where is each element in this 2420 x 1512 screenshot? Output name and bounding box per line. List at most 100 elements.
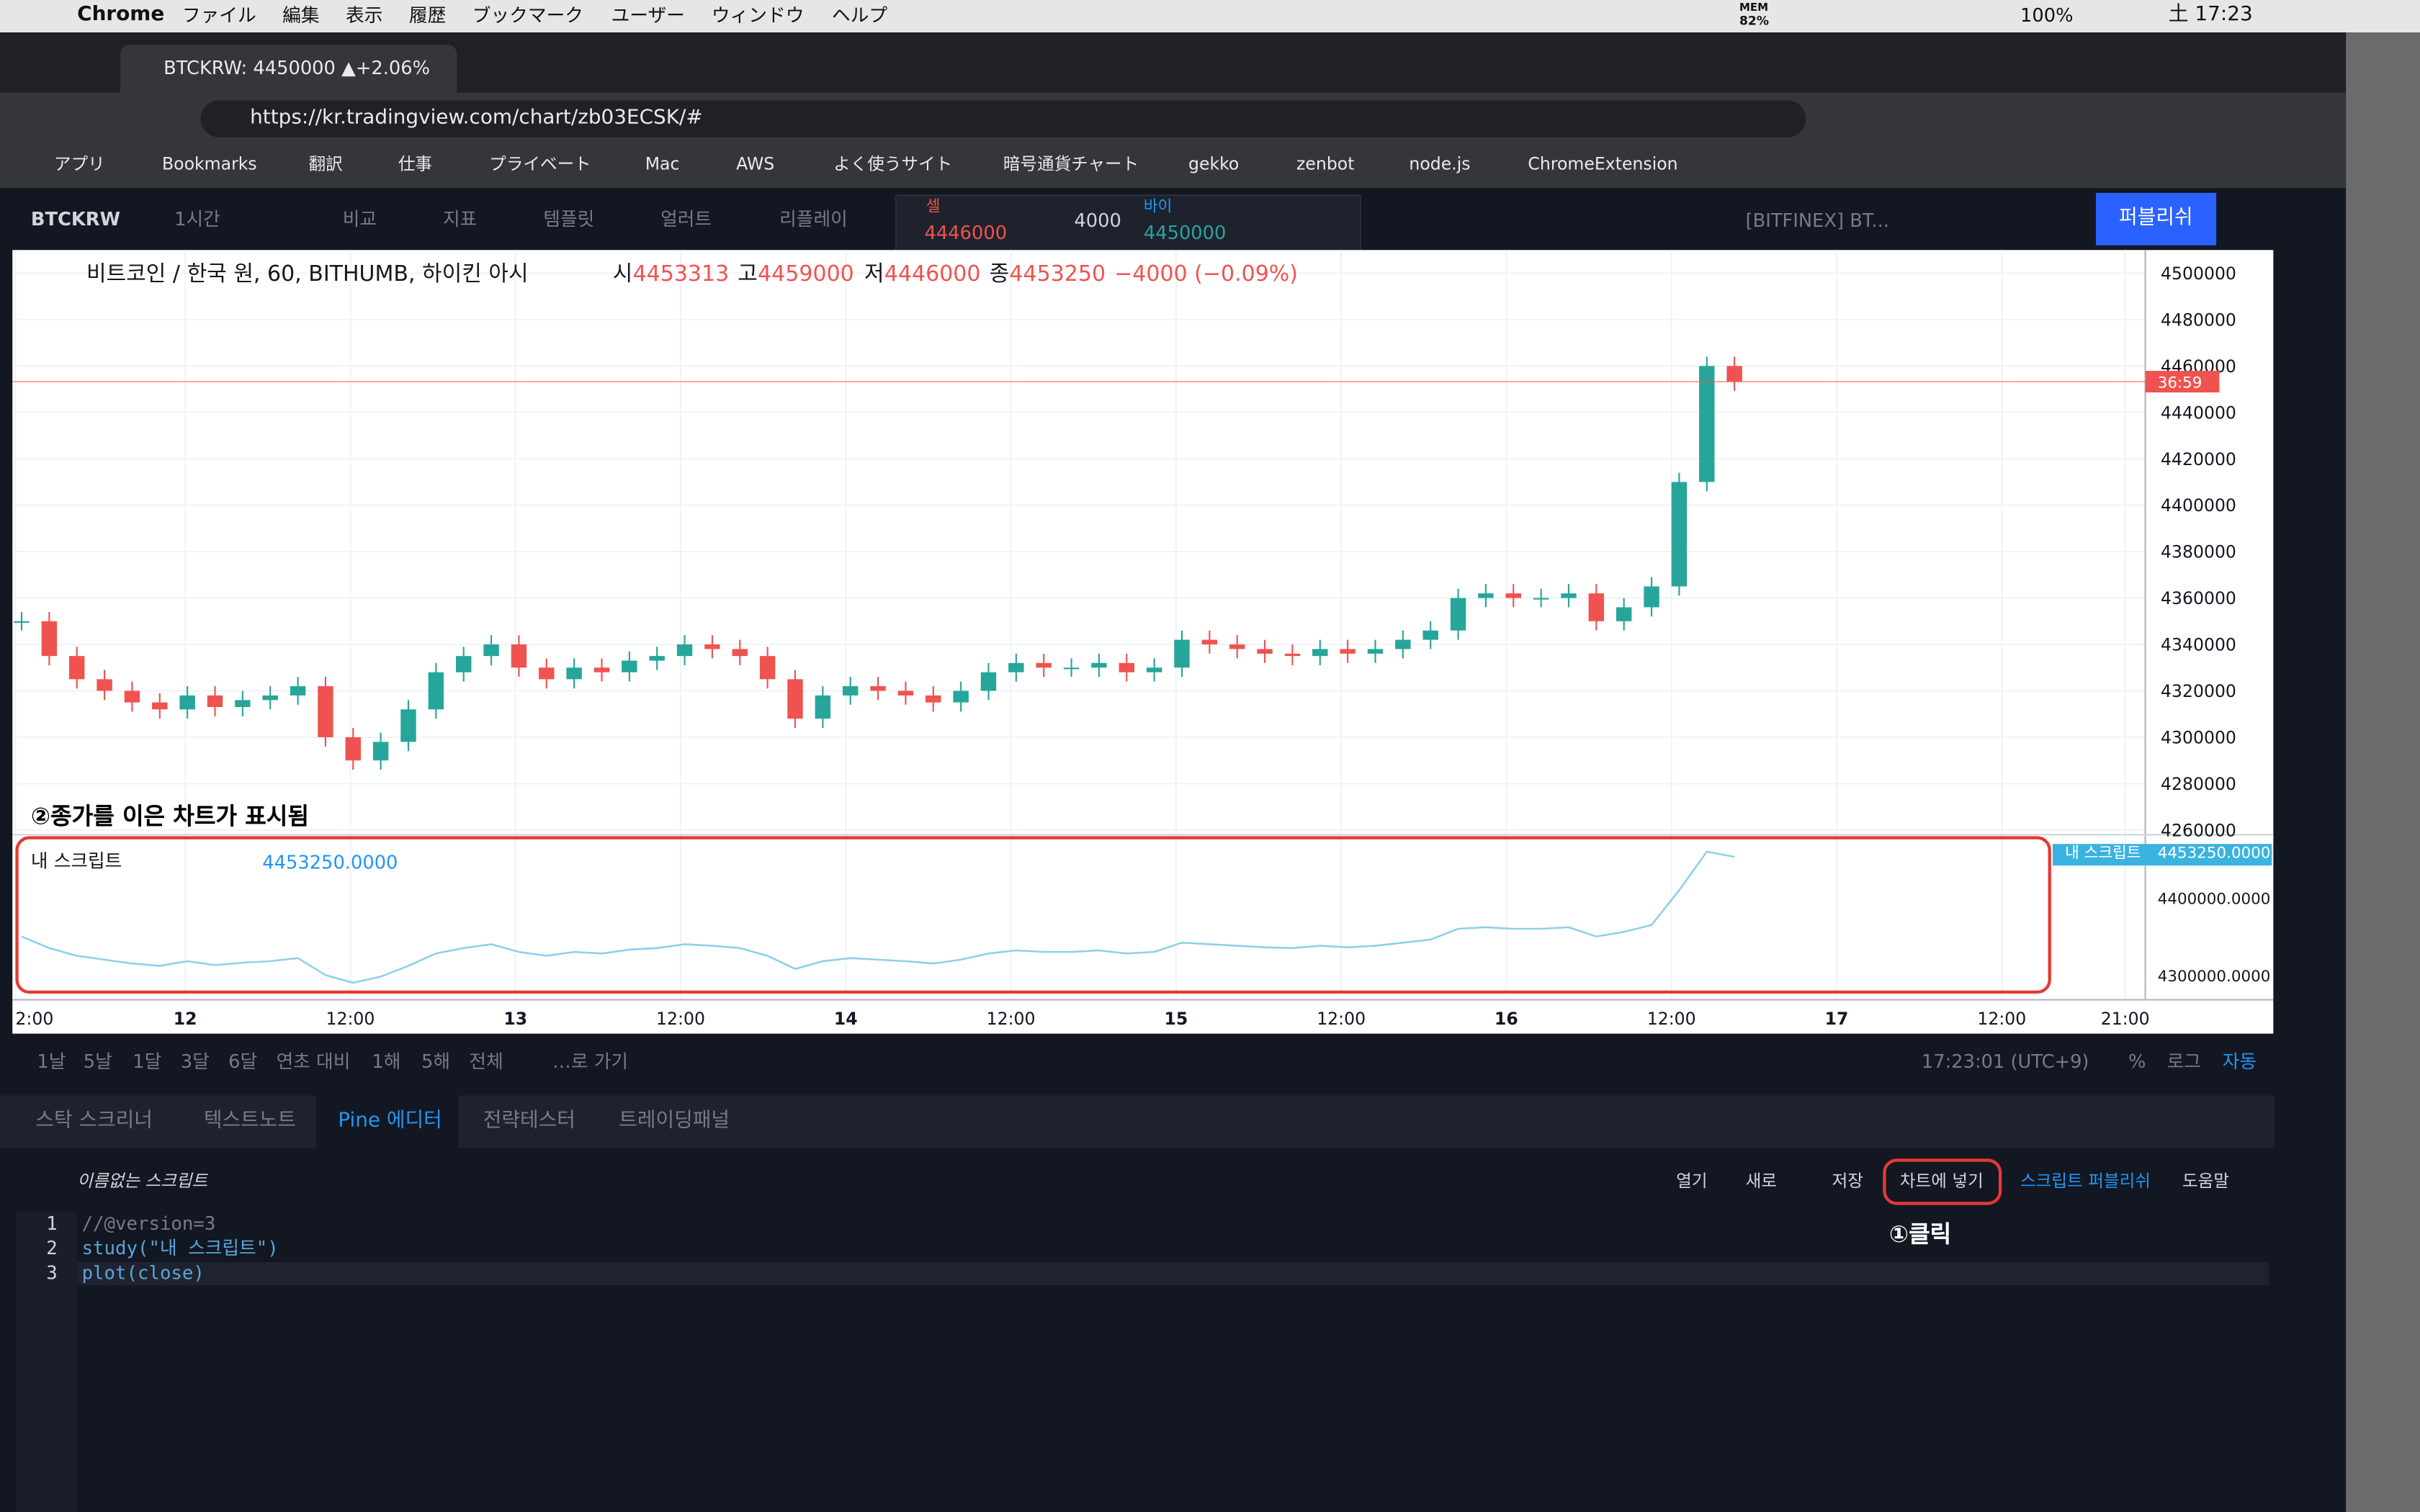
- label: 퍼블리쉬: [2119, 207, 2193, 230]
- label: BTCKRW: [30, 208, 120, 230]
- candle: [1229, 644, 1245, 649]
- label: 내 스크립트: [2065, 845, 2141, 863]
- candle: [124, 690, 140, 703]
- label: 3달: [180, 1050, 210, 1073]
- candle: [1340, 649, 1355, 654]
- candle: [1146, 667, 1162, 672]
- label: 지표: [443, 208, 478, 230]
- candle: [704, 644, 720, 649]
- pane-tag: [2053, 844, 2146, 866]
- price-tick-label: 4420000: [2161, 449, 2236, 469]
- candle: [1063, 667, 1080, 670]
- candle: [1119, 662, 1134, 672]
- label: Mac: [645, 154, 680, 175]
- label: 2: [46, 1237, 58, 1259]
- candle: [41, 621, 58, 657]
- label: プライベート: [489, 154, 591, 175]
- time-tick-label: 12:00: [1647, 1009, 1696, 1029]
- candle: [1726, 366, 1742, 382]
- candle: [1284, 653, 1301, 657]
- current-line: [77, 1261, 2269, 1285]
- candle: [1312, 649, 1328, 657]
- label: MEM: [1739, 1, 1769, 14]
- gutter: [15, 1212, 78, 1512]
- label: %: [2128, 1050, 2146, 1073]
- label: 4453313: [632, 262, 730, 287]
- label: 4453250: [1009, 262, 1106, 287]
- indicator-box: [15, 836, 2051, 994]
- label: 리플레이: [779, 208, 848, 230]
- label: ヘルプ: [832, 4, 888, 27]
- price-tick-label: 4320000: [2161, 681, 2236, 701]
- label: [BITFINEX] BT...: [1745, 210, 1890, 232]
- label: node.js: [1409, 154, 1471, 175]
- label: 4459000: [758, 262, 854, 287]
- candle: [207, 695, 223, 708]
- label: ブックマーク: [472, 4, 584, 27]
- label: −4000 (−0.09%): [1114, 262, 1299, 287]
- label: 이름없는 스크립트: [77, 1171, 208, 1192]
- address-bar[interactable]: [200, 100, 1806, 138]
- candle: [843, 686, 859, 696]
- label: 바이: [1143, 199, 1173, 216]
- label: BTCKRW: 4450000 ▲+2.06%: [163, 57, 431, 79]
- label: 4450000: [1143, 222, 1227, 244]
- candle: [539, 667, 555, 680]
- candle: [566, 667, 582, 680]
- time-tick-label: 13: [503, 1009, 527, 1029]
- candle: [345, 737, 361, 761]
- price-tick-label: 4280000: [2161, 774, 2236, 794]
- label: 仕事: [398, 154, 432, 175]
- candle: [1699, 366, 1715, 482]
- time-tick-label: 12:00: [987, 1009, 1036, 1029]
- publish-button[interactable]: [2096, 192, 2217, 246]
- candle: [235, 700, 251, 708]
- label: gekko: [1188, 154, 1240, 175]
- candle: [870, 686, 886, 691]
- tab[interactable]: [120, 45, 457, 93]
- label: 셀: [926, 199, 941, 216]
- countdown-badge: [2145, 371, 2220, 393]
- candle: [455, 656, 472, 672]
- time-tick-label: 17: [1825, 1009, 1849, 1029]
- label: study("내 스크립트"): [81, 1237, 279, 1259]
- candle: [428, 672, 444, 710]
- label: Bookmarks: [162, 154, 257, 175]
- label: よく使うサイト: [833, 154, 953, 175]
- indicator-line: [21, 850, 1735, 984]
- candle: [1422, 630, 1438, 640]
- candle: [318, 686, 333, 737]
- candle: [1008, 662, 1024, 672]
- candle: [953, 690, 969, 703]
- label: 1해: [372, 1050, 401, 1073]
- time-tick-label: 14: [834, 1009, 858, 1029]
- label: 전략테스터: [483, 1109, 575, 1133]
- candle: [1450, 598, 1466, 631]
- label: 5해: [421, 1050, 451, 1073]
- label: 고: [738, 262, 758, 287]
- label: 새로: [1745, 1171, 1777, 1192]
- time-tick-label: 12:00: [1977, 1009, 2026, 1029]
- candle: [1174, 639, 1190, 668]
- pane-tick-label: 4400000.0000: [2158, 891, 2271, 909]
- candle: [14, 621, 30, 623]
- label: …로 가기: [552, 1050, 629, 1073]
- price-tick-label: 4360000: [2161, 588, 2236, 608]
- candle: [400, 709, 416, 742]
- label: 4453250.0000: [2157, 845, 2271, 863]
- candle: [649, 656, 665, 661]
- label: ユーザー: [611, 4, 685, 27]
- label: 차트에 넣기: [1899, 1171, 1984, 1192]
- candle: [926, 695, 941, 703]
- label: 전체: [469, 1050, 503, 1073]
- label: 시: [612, 262, 633, 287]
- candle: [179, 695, 195, 710]
- label: 4446000: [924, 222, 1008, 244]
- time-tick-label: 21:00: [2101, 1009, 2150, 1029]
- label: 도움말: [2182, 1171, 2230, 1192]
- label: 스탁 스크리너: [35, 1109, 153, 1133]
- candle: [815, 695, 831, 719]
- candle: [1036, 662, 1052, 668]
- label: ファイル: [182, 4, 256, 27]
